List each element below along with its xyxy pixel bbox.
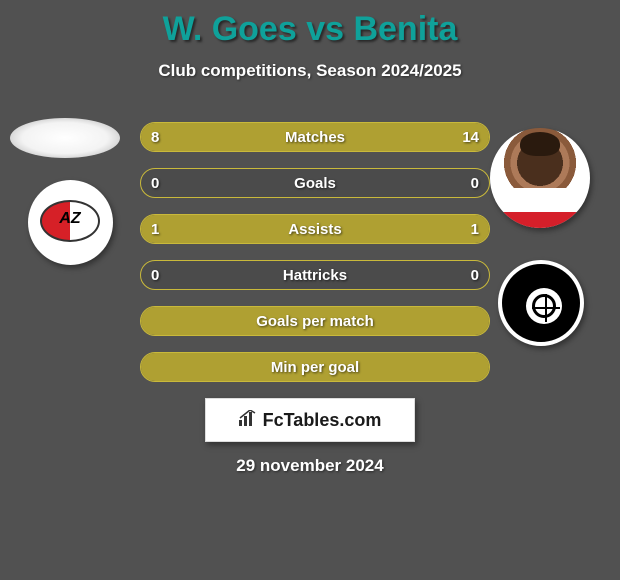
- stat-row: 0 0Goals: [140, 168, 490, 198]
- subtitle: Club competitions, Season 2024/2025: [0, 61, 620, 81]
- stat-value-right: 1: [471, 215, 479, 244]
- stat-label: Hattricks: [141, 261, 489, 289]
- stat-label: Goals: [141, 169, 489, 197]
- az-logo-shape: AZ: [40, 200, 100, 242]
- stat-value-left: 1: [151, 215, 159, 244]
- stat-row: Min per goal: [140, 352, 490, 382]
- stat-row: 1 1Assists: [140, 214, 490, 244]
- fctables-badge[interactable]: FcTables.com: [205, 398, 415, 442]
- stat-value-left: 0: [151, 261, 159, 290]
- stat-label: Goals per match: [141, 307, 489, 335]
- player-right-avatar: [490, 128, 590, 228]
- stat-value-left: 8: [151, 123, 159, 152]
- fctables-text: FcTables.com: [263, 410, 382, 431]
- stat-value-right: 0: [471, 169, 479, 198]
- az-logo-text: AZ: [42, 210, 98, 228]
- stats-column: 814Matches00Goals11Assists00HattricksGoa…: [140, 122, 490, 398]
- page-title: W. Goes vs Benita: [0, 0, 620, 49]
- club-right-logo: [498, 260, 584, 346]
- club-left-logo: AZ: [28, 180, 113, 265]
- stat-row: 8 14Matches: [140, 122, 490, 152]
- footer-date: 29 november 2024: [0, 456, 620, 476]
- stat-value-right: 14: [462, 123, 479, 152]
- chart-icon: [239, 410, 257, 431]
- stat-label: Matches: [141, 123, 489, 151]
- stat-value-left: 0: [151, 169, 159, 198]
- stat-row: 0 0Hattricks: [140, 260, 490, 290]
- stat-label: Assists: [141, 215, 489, 243]
- stat-label: Min per goal: [141, 353, 489, 381]
- player-left-avatar: [10, 118, 120, 158]
- heracles-logo-inner: [526, 288, 562, 324]
- stat-value-right: 0: [471, 261, 479, 290]
- stat-row: Goals per match: [140, 306, 490, 336]
- heracles-wheel-icon: [532, 294, 556, 318]
